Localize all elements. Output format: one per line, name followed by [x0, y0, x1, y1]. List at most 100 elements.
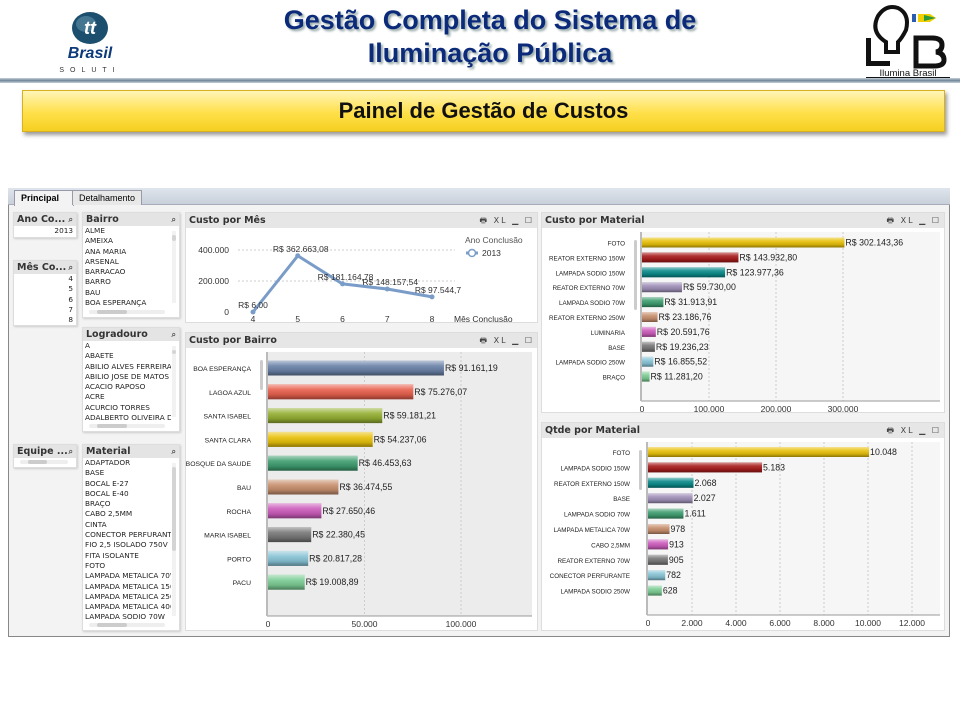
list-item[interactable]: BARRO	[85, 277, 111, 287]
category-label: SANTA CLARA	[205, 437, 252, 444]
horizontal-scrollbar[interactable]	[89, 310, 165, 314]
category-label: ROCHA	[226, 509, 251, 516]
y-tick-label: 400.000	[198, 245, 229, 255]
search-icon[interactable]: ⌕	[171, 215, 176, 224]
list-item[interactable]: BASE	[85, 468, 105, 478]
list-item[interactable]: FOTO	[85, 560, 106, 570]
list-item[interactable]: ABILIO ALVES FERREIRA	[85, 361, 171, 371]
filter-title: Bairro	[86, 214, 119, 225]
chart-controls[interactable]: 🖶 XL ▁ ☐	[479, 216, 534, 225]
list-item[interactable]: CABO 2,5MM	[85, 509, 133, 519]
search-icon[interactable]: ⌕	[68, 263, 73, 272]
filter-title: Ano Co...	[17, 214, 66, 225]
vertical-scrollbar[interactable]	[172, 231, 176, 303]
vertical-scrollbar[interactable]	[172, 346, 176, 417]
search-icon[interactable]: ⌕	[68, 215, 73, 224]
list-item[interactable]: ABILIO JOSE DE MATOS	[85, 371, 169, 381]
ilumina-brasil-logo: Ilumina Brasil	[864, 4, 952, 79]
category-label: REATOR EXTERNO 150W	[549, 255, 625, 262]
filter-bairro[interactable]: Bairro ⌕ ALME AMEIXA ANA MARIA ARSENAL BARRAC…	[82, 212, 180, 318]
list-item[interactable]: ABAETE	[85, 351, 114, 361]
bar-shine	[648, 539, 669, 550]
horizontal-scrollbar[interactable]	[89, 623, 165, 627]
chart-controls[interactable]: 🖶 XL ▁ ☐	[886, 216, 941, 225]
filter-equipe[interactable]: Equipe ... ⌕	[13, 444, 77, 468]
chart-controls[interactable]: 🖶 XL ▁ ☐	[886, 426, 941, 435]
data-label: 905	[669, 555, 684, 565]
list-item[interactable]: ARSENAL	[85, 256, 119, 266]
bar-shine	[642, 297, 664, 308]
category-label: CABO 2,5MM	[591, 542, 630, 549]
filter-logradouro[interactable]: Logradouro ⌕ A ABAETE ABILIO ALVES FERREIRA…	[82, 327, 180, 432]
list-item[interactable]: ADAPTADOR	[85, 458, 131, 467]
list-item[interactable]: 6	[68, 294, 73, 304]
data-label: R$ 16.855,52	[654, 357, 707, 367]
category-label: REATOR EXTERNO 250W	[549, 315, 625, 322]
list-item[interactable]: 5	[68, 284, 73, 294]
list-item[interactable]: A	[85, 341, 90, 350]
x-tick-label: 5	[295, 314, 300, 324]
category-label: SANTA ISABEL	[204, 414, 252, 421]
filter-material[interactable]: Material ⌕ ADAPTADOR BASE BOCAL E-27 BOCAL E…	[82, 444, 180, 631]
list-item[interactable]: BRAÇO	[85, 499, 111, 509]
list-item[interactable]: ACRE	[85, 392, 105, 402]
tab-detalhamento[interactable]: Detalhamento	[72, 190, 142, 205]
category-label: BOA ESPERANÇA	[193, 366, 251, 373]
search-icon[interactable]: ⌕	[171, 330, 176, 339]
list-item[interactable]: BOCAL E-27	[85, 478, 129, 488]
data-label: R$ 302.143,36	[845, 238, 903, 248]
x-tick-label: 2.000	[681, 618, 703, 628]
list-item[interactable]: ACACIO RAPOSO	[85, 382, 146, 392]
list-item[interactable]: 8	[68, 315, 73, 325]
list-item[interactable]: ACURCIO TORRES	[85, 402, 150, 412]
search-icon[interactable]: ⌕	[171, 447, 176, 456]
list-item[interactable]: LAMPADA SODIO 70W	[85, 612, 165, 622]
x-tick-label: 0	[266, 619, 271, 629]
data-label: R$ 91.161,19	[445, 363, 498, 373]
bar-shine	[642, 312, 658, 322]
search-icon[interactable]: ⌕	[68, 447, 73, 456]
data-label: R$ 36.474,55	[339, 482, 392, 492]
list-item[interactable]: 2013	[54, 226, 73, 235]
data-label: R$ 54.237,06	[374, 434, 427, 444]
list-item[interactable]: LAMPADA METALICA 70W	[85, 571, 171, 581]
list-item[interactable]: ADALBERTO OLIVEIRA DA	[85, 413, 171, 423]
list-item[interactable]: FIO 2,5 ISOLADO 750V	[85, 540, 168, 550]
horizontal-scrollbar[interactable]	[20, 460, 68, 464]
x-axis-title: Mês Conclusão	[454, 314, 513, 324]
list-item[interactable]: CONECTOR PERFURANTE	[85, 530, 171, 540]
list-item[interactable]: BOA ESPERANÇA	[85, 298, 147, 308]
bar-shine	[268, 503, 322, 519]
bar-shine	[648, 508, 684, 519]
list-item[interactable]: AMEIXA	[85, 236, 114, 246]
list-item[interactable]: LAMPADA METALICA 250\	[85, 591, 171, 601]
chart-title: Custo por Material	[545, 215, 645, 226]
list-item[interactable]: BOCAL E-40	[85, 488, 129, 498]
data-point	[295, 253, 301, 259]
chart-controls[interactable]: 🖶 XL ▁ ☐	[479, 336, 534, 345]
chart-title: Custo por Mês	[189, 215, 266, 226]
horizontal-scrollbar[interactable]	[89, 424, 165, 428]
list-item[interactable]: ALME	[85, 226, 105, 235]
chart-custo-por-mes[interactable]: Custo por Mês 🖶 XL ▁ ☐	[185, 212, 538, 323]
list-item[interactable]: ANA MARIA	[85, 246, 127, 256]
list-item[interactable]: BARRACAO	[85, 267, 126, 277]
list-item[interactable]: 7	[68, 304, 73, 314]
data-point	[384, 286, 390, 292]
filter-title: Equipe ...	[17, 446, 68, 457]
list-item[interactable]: 4	[68, 274, 73, 283]
list-item[interactable]: BAU	[85, 287, 101, 297]
category-label: LUMINARIA	[591, 330, 626, 337]
list-item[interactable]: LAMPADA METALICA 400\	[85, 602, 171, 612]
category-label: REATOR EXTERNO 70W	[552, 285, 625, 292]
vertical-scrollbar[interactable]	[172, 463, 176, 616]
list-item[interactable]: CINTA	[85, 519, 107, 529]
list-item[interactable]: FITA ISOLANTE	[85, 550, 139, 560]
data-label: R$ 22.380,45	[312, 530, 365, 540]
filter-ano-conclusao[interactable]: Ano Co... ⌕ 2013	[13, 212, 77, 238]
bar-shine	[268, 360, 444, 376]
list-item[interactable]: LAMPADA METALICA 150\	[85, 581, 171, 591]
data-label: R$ 31.913,91	[664, 297, 717, 307]
bar-shine	[268, 527, 312, 543]
